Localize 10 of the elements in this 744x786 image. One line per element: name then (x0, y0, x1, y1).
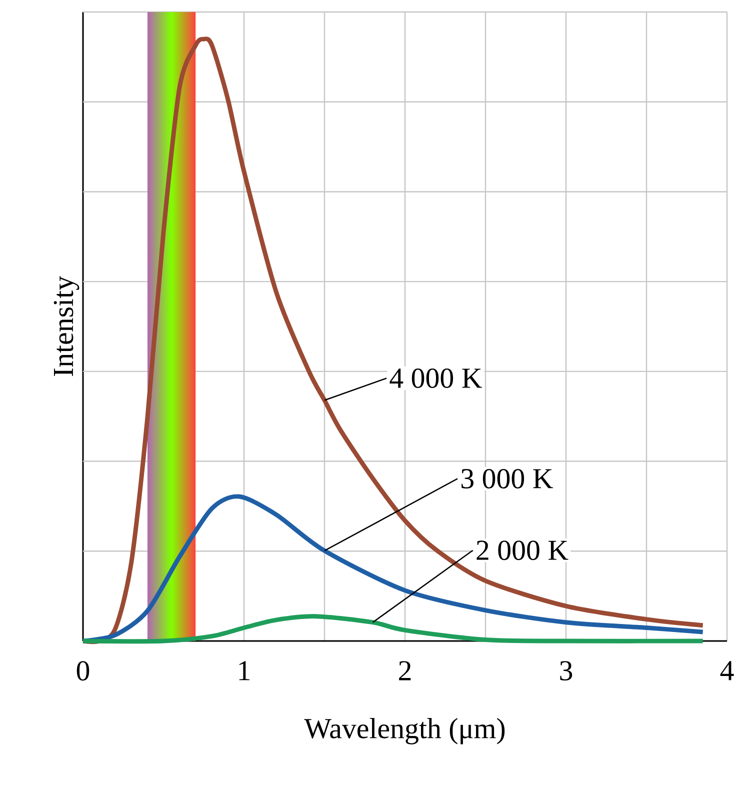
y-axis-title: Intensity (54, 276, 80, 376)
text: 4 000 K (390, 368, 482, 388)
x-tick-label: 1 (239, 661, 250, 680)
x-tick-label: 4 (720, 661, 734, 680)
text: 3 000 K (462, 468, 554, 488)
x-tick-label: 0 (76, 661, 90, 681)
x-axis-title: Wavelength (μm) (304, 718, 505, 744)
text: 2 000 K (476, 540, 568, 560)
x-tick-label: 3 (560, 661, 572, 680)
x-tick-label: 2 (399, 661, 411, 680)
